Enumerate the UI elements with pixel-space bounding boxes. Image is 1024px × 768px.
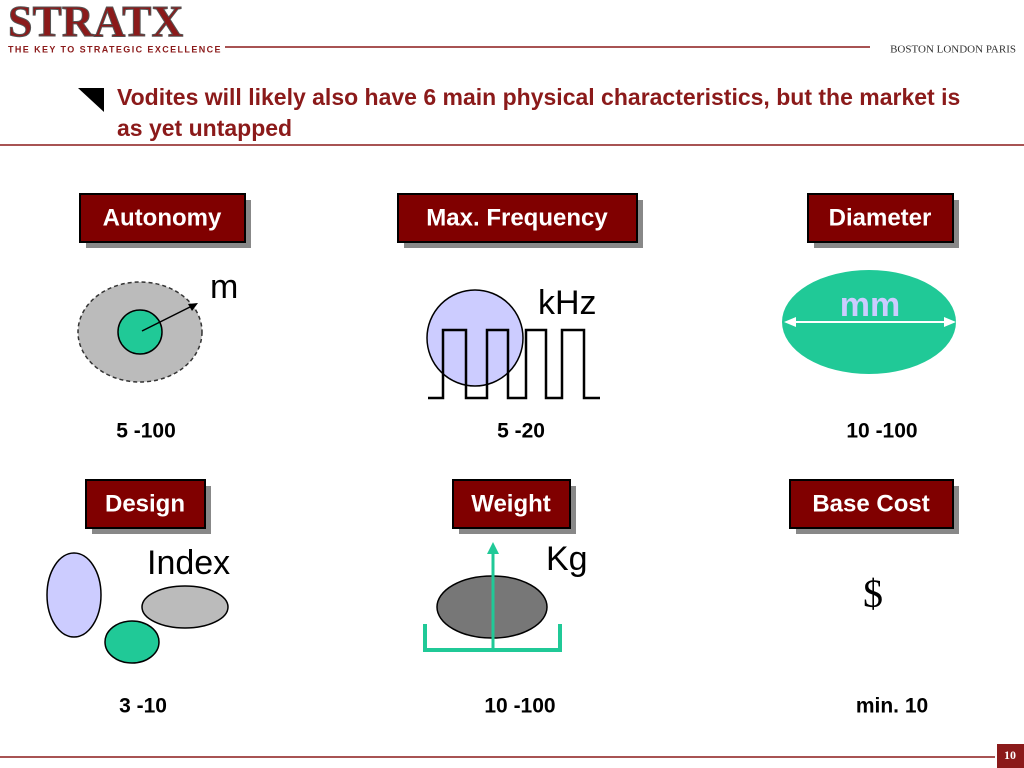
label: Base Cost (812, 490, 929, 517)
range: 5 -20 (497, 420, 545, 443)
slide-title: Vodites will likely also have 6 main phy… (117, 84, 961, 141)
range: min. 10 (856, 695, 928, 718)
label: Max. Frequency (426, 204, 608, 231)
label: Design (105, 490, 185, 517)
range: 10 -100 (846, 420, 917, 443)
page-number: 10 (1004, 748, 1016, 762)
range: 3 -10 (119, 695, 167, 718)
label: Autonomy (103, 204, 222, 231)
unit: mm (840, 286, 900, 324)
label: Weight (471, 490, 551, 517)
unit: Kg (546, 540, 588, 578)
unit: kHz (538, 284, 597, 322)
unit: $ (863, 571, 883, 616)
unit: Index (147, 544, 230, 582)
unit: m (210, 268, 238, 306)
bullet (78, 88, 104, 112)
logo: STRATX (8, 0, 183, 46)
range: 5 -100 (116, 420, 176, 443)
label: Diameter (829, 204, 932, 231)
label-boxes (79, 193, 959, 534)
page-number-box (997, 744, 1024, 768)
frequency-icon (426, 289, 600, 400)
tagline: THE KEY TO STRATEGIC EXCELLENCE (8, 44, 222, 54)
design-icon (46, 552, 229, 664)
diameter-icon (782, 270, 956, 374)
range: 10 -100 (484, 695, 555, 718)
weight-icon (423, 542, 562, 652)
locations: BOSTON LONDON PARIS (890, 44, 1016, 56)
autonomy-icon (77, 281, 203, 383)
